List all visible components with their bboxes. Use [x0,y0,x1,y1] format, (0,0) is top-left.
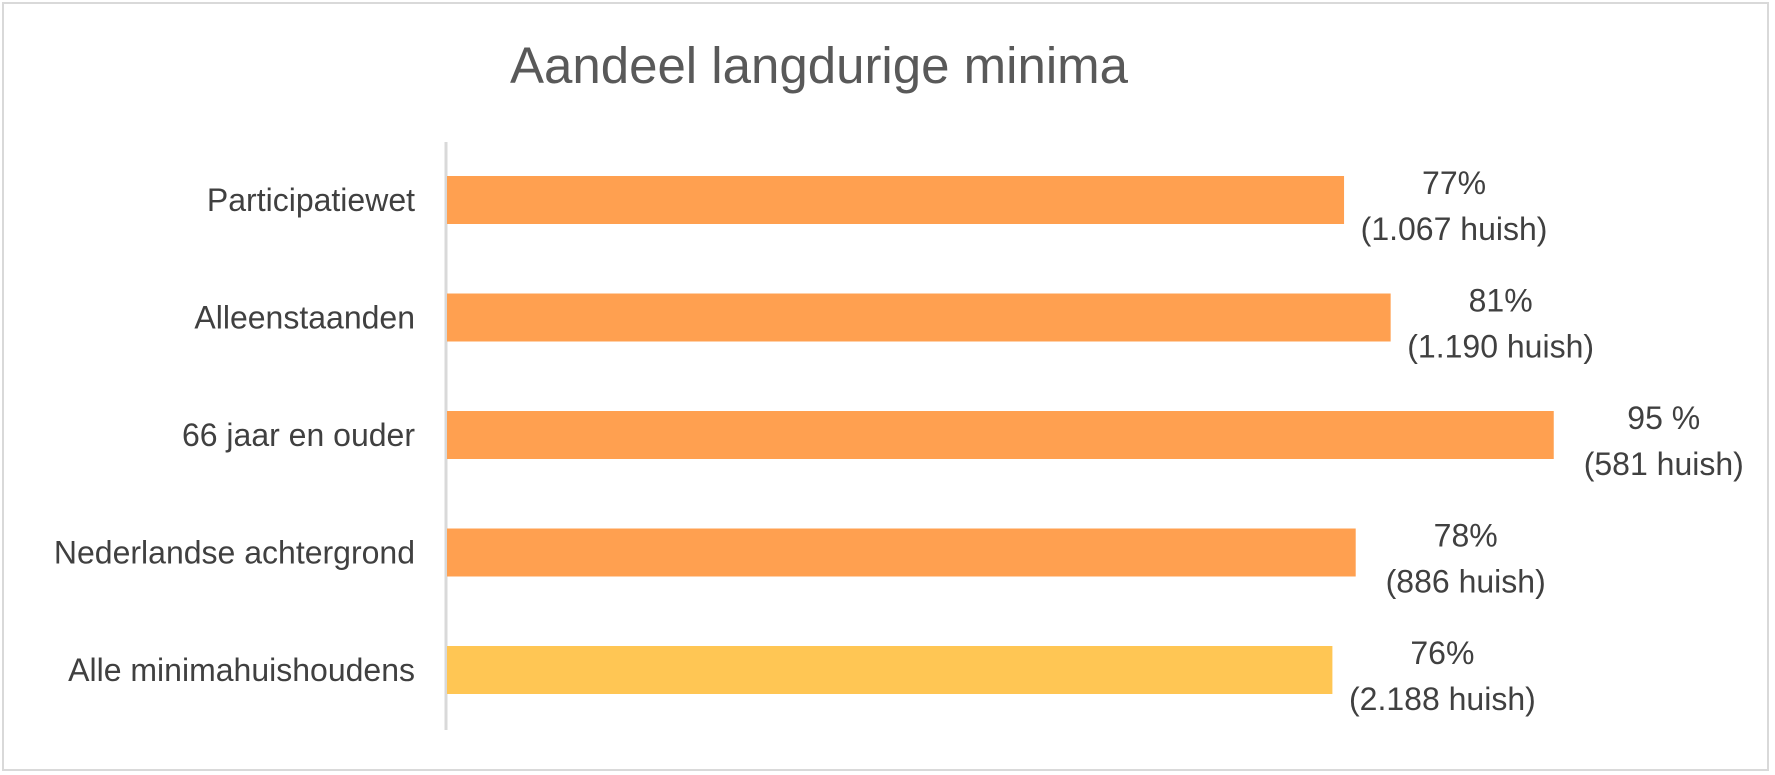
data-label-4-percent: 76% [1410,635,1474,671]
data-label-1-households: (1.190 huish) [1407,329,1594,365]
category-label-0: Participatiewet [207,182,415,218]
data-label-3-households: (886 huish) [1386,564,1546,600]
data-label-0-households: (1.067 huish) [1361,211,1548,247]
data-label-2-percent: 95 % [1627,400,1700,436]
data-label-0-percent: 77% [1422,165,1486,201]
data-label-3-percent: 78% [1434,518,1498,554]
bar-2 [447,411,1554,459]
data-label-4-households: (2.188 huish) [1349,681,1536,717]
data-label-2-households: (581 huish) [1584,446,1744,482]
bar-1 [447,293,1391,342]
bar-4 [447,646,1333,694]
category-label-4: Alle minimahuishoudens [68,652,415,688]
bar-3 [447,528,1356,577]
category-label-2: 66 jaar en ouder [182,417,415,453]
chart-title: Aandeel langdurige minima [509,37,1129,94]
category-label-1: Alleenstaanden [194,300,415,336]
bar-0 [447,176,1345,224]
category-label-3: Nederlandse achtergrond [54,535,415,571]
data-label-1-percent: 81% [1469,283,1533,319]
